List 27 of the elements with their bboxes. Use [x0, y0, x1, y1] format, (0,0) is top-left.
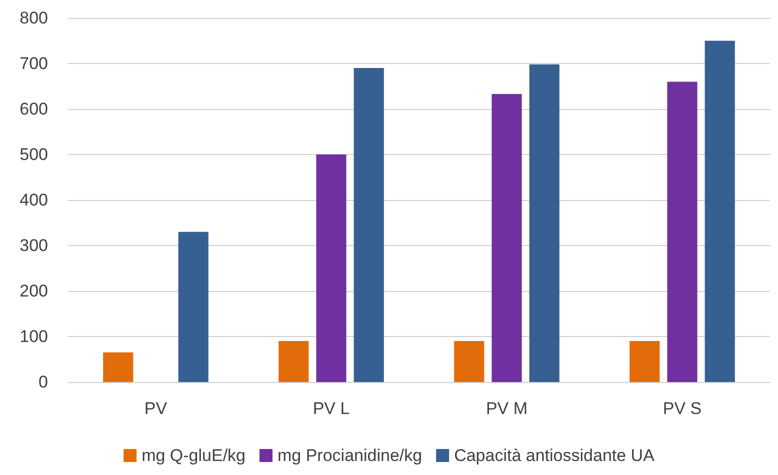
bar — [630, 341, 660, 382]
bar — [103, 352, 134, 382]
y-tick-label: 500 — [20, 145, 48, 164]
y-tick-label: 400 — [20, 190, 48, 210]
bar — [454, 341, 484, 382]
x-tick-label: PV L — [312, 399, 350, 418]
legend-label: mg Q-gluE/kg — [142, 446, 246, 465]
y-tick-label: 200 — [20, 282, 48, 300]
y-tick-label: 300 — [20, 236, 48, 255]
y-tick-label: 700 — [20, 54, 48, 73]
bar — [278, 341, 309, 382]
x-tick-label: PV M — [486, 399, 528, 418]
bar — [316, 154, 346, 382]
bar — [667, 82, 698, 382]
y-tick-label: 800 — [20, 8, 48, 28]
bar — [529, 64, 560, 382]
legend-label: Capacità antiossidante UA — [454, 446, 656, 465]
bar — [354, 68, 384, 382]
bar — [492, 94, 522, 382]
legend-label: mg Procianidine/kg — [278, 446, 422, 465]
x-tick-label: PV — [144, 399, 168, 418]
bar — [704, 40, 735, 382]
bar — [178, 232, 208, 382]
y-tick-label: 600 — [20, 100, 48, 118]
x-tick-label: PV S — [662, 399, 702, 418]
y-tick-label: 100 — [20, 327, 48, 346]
y-tick-label: 0 — [38, 372, 48, 392]
